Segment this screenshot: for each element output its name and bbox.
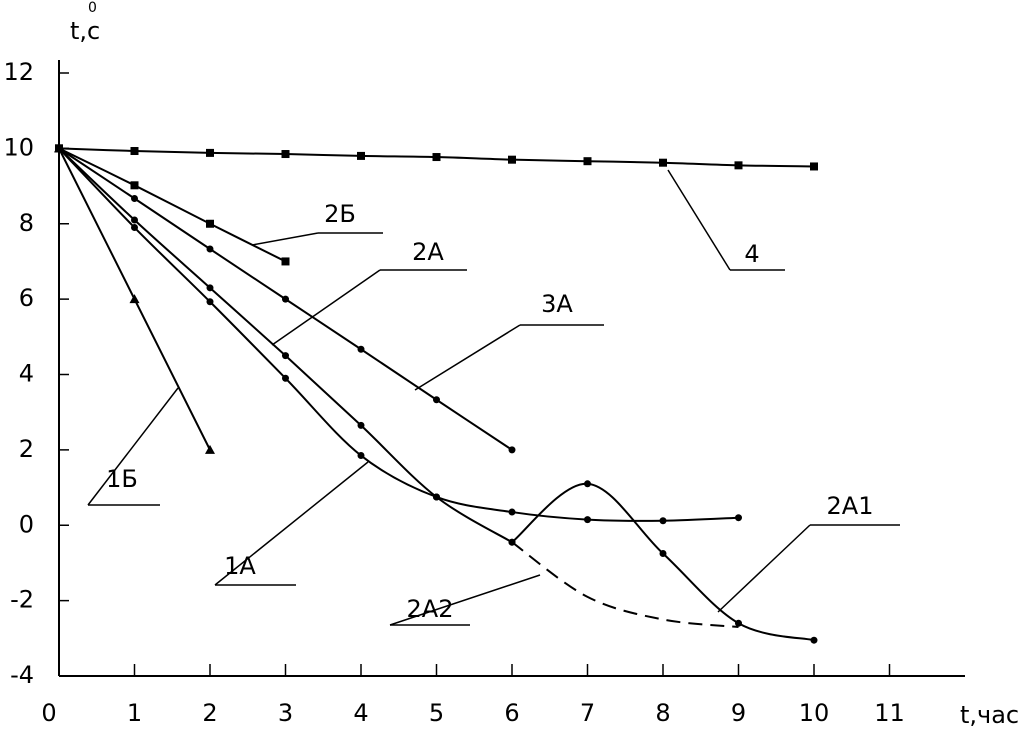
marker [55, 144, 63, 152]
marker [282, 352, 289, 360]
x-tick-label: 9 [731, 699, 746, 727]
x-tick-label: 3 [278, 699, 293, 727]
marker [432, 153, 441, 162]
y-tick-label: 8 [19, 209, 34, 237]
marker [131, 216, 138, 224]
x-tick-label: 10 [799, 699, 830, 727]
series-label: 4 [744, 240, 759, 268]
y-tick-label: -4 [10, 661, 34, 689]
y-axis-label: t,с [70, 17, 100, 45]
leader-line [214, 461, 369, 586]
marker [281, 257, 290, 266]
y-tick-label: 6 [19, 284, 34, 312]
y-axis-label-sup: 0 [88, 0, 97, 16]
x-tick-label: 5 [429, 699, 444, 727]
marker [205, 444, 215, 454]
y-tick-label: 0 [19, 510, 34, 538]
leader-line [414, 324, 521, 391]
marker [735, 619, 742, 627]
marker [508, 538, 516, 546]
marker [206, 298, 214, 306]
marker [282, 295, 289, 303]
x-tick-label: 7 [580, 699, 595, 727]
series-line [58, 147, 286, 263]
marker [357, 345, 365, 353]
x-tick-label: 11 [874, 699, 905, 727]
leader-line [389, 574, 541, 626]
y-tick-label: 4 [19, 360, 34, 388]
leader-line [717, 524, 811, 613]
series-label: 2А [412, 238, 444, 266]
y-tick-label: 10 [3, 133, 34, 161]
marker [659, 158, 667, 167]
marker [129, 294, 140, 304]
marker [810, 636, 818, 644]
series-line [511, 541, 739, 629]
leader-line [667, 169, 731, 271]
marker [357, 151, 365, 160]
y-tick-label: 12 [3, 58, 34, 86]
x-tick-label: 4 [353, 699, 368, 727]
marker [130, 147, 139, 156]
marker [206, 245, 214, 253]
marker [282, 374, 289, 382]
x-tick-label: 1 [127, 699, 142, 727]
marker [206, 284, 214, 292]
x-tick-label: 6 [504, 699, 519, 727]
series-label: 2А1 [827, 492, 874, 520]
series-label: 2А2 [407, 595, 454, 623]
marker [130, 181, 139, 190]
marker [357, 421, 365, 429]
marker [659, 517, 667, 525]
marker [508, 155, 516, 164]
marker [433, 396, 440, 404]
marker [583, 157, 592, 166]
marker [131, 224, 138, 232]
marker [206, 148, 214, 157]
y-tick-label: -2 [10, 586, 34, 614]
marker [734, 161, 743, 170]
marker [508, 508, 516, 516]
marker [810, 162, 818, 171]
x-axis-label: t,час [960, 701, 1019, 729]
marker [584, 516, 591, 524]
series-label: 2Б [324, 200, 356, 228]
x-tick-label: 0 [41, 699, 56, 727]
leader-line [87, 387, 179, 506]
marker [735, 514, 742, 522]
y-tick-label: 2 [19, 435, 34, 463]
series-label: 3А [541, 290, 573, 318]
leader-line [251, 232, 319, 246]
marker [357, 452, 365, 460]
leader-line [271, 269, 381, 346]
series-line [58, 147, 739, 522]
marker [659, 550, 667, 558]
marker [281, 150, 290, 159]
series-label: 1Б [106, 465, 138, 493]
x-tick-label: 2 [202, 699, 217, 727]
marker [584, 480, 591, 488]
marker [508, 446, 516, 454]
series-line [511, 482, 815, 642]
marker [131, 194, 138, 202]
x-tick-label: 8 [655, 699, 670, 727]
marker [206, 219, 214, 228]
marker [433, 493, 440, 501]
series-label: 1А [224, 552, 256, 580]
